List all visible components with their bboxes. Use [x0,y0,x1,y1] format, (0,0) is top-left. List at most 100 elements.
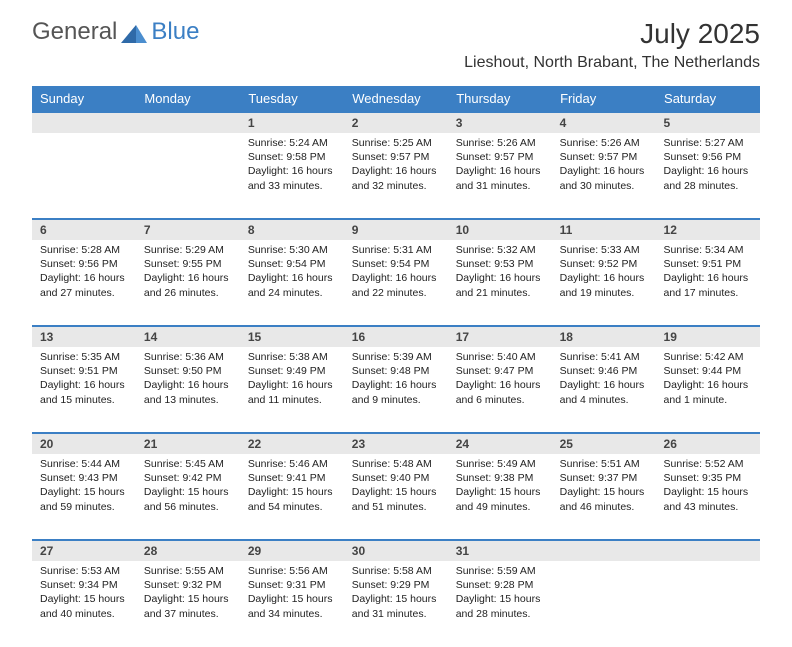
day-cell: Sunrise: 5:45 AMSunset: 9:42 PMDaylight:… [136,454,240,540]
sunrise-text: Sunrise: 5:46 AM [248,458,328,470]
day-number: 19 [656,326,760,347]
day-number: 17 [448,326,552,347]
day-cell: Sunrise: 5:35 AMSunset: 9:51 PMDaylight:… [32,347,136,433]
daylight-text: Daylight: 16 hours and 19 minutes. [560,272,645,298]
daylight-text: Daylight: 16 hours and 30 minutes. [560,165,645,191]
day-cell: Sunrise: 5:26 AMSunset: 9:57 PMDaylight:… [448,133,552,219]
sunrise-text: Sunrise: 5:24 AM [248,137,328,149]
sunrise-text: Sunrise: 5:35 AM [40,351,120,363]
daylight-text: Daylight: 16 hours and 32 minutes. [352,165,437,191]
sunrise-text: Sunrise: 5:51 AM [560,458,640,470]
day-number: 13 [32,326,136,347]
empty-day-number [656,540,760,561]
daynum-row: 13141516171819 [32,326,760,347]
daylight-text: Daylight: 15 hours and 37 minutes. [144,593,229,619]
sunrise-text: Sunrise: 5:59 AM [456,565,536,577]
day-cell: Sunrise: 5:24 AMSunset: 9:58 PMDaylight:… [240,133,344,219]
daynum-row: 6789101112 [32,219,760,240]
sunrise-text: Sunrise: 5:29 AM [144,244,224,256]
daylight-text: Daylight: 15 hours and 59 minutes. [40,486,125,512]
sunrise-text: Sunrise: 5:49 AM [456,458,536,470]
day-number: 14 [136,326,240,347]
day-cell: Sunrise: 5:39 AMSunset: 9:48 PMDaylight:… [344,347,448,433]
day-number: 6 [32,219,136,240]
empty-day-number [136,112,240,133]
day-number: 28 [136,540,240,561]
day-cell: Sunrise: 5:56 AMSunset: 9:31 PMDaylight:… [240,561,344,647]
daylight-text: Daylight: 16 hours and 15 minutes. [40,379,125,405]
day-cell: Sunrise: 5:34 AMSunset: 9:51 PMDaylight:… [656,240,760,326]
day-number: 16 [344,326,448,347]
day-number: 30 [344,540,448,561]
daynum-row: 12345 [32,112,760,133]
day-cell: Sunrise: 5:26 AMSunset: 9:57 PMDaylight:… [552,133,656,219]
daylight-text: Daylight: 16 hours and 1 minute. [664,379,749,405]
daynum-row: 20212223242526 [32,433,760,454]
logo-triangle-icon [121,21,147,43]
sunset-text: Sunset: 9:38 PM [456,472,534,484]
day-number: 23 [344,433,448,454]
day-cell: Sunrise: 5:44 AMSunset: 9:43 PMDaylight:… [32,454,136,540]
day-cell: Sunrise: 5:59 AMSunset: 9:28 PMDaylight:… [448,561,552,647]
sunset-text: Sunset: 9:54 PM [352,258,430,270]
daylight-text: Daylight: 16 hours and 6 minutes. [456,379,541,405]
daylight-text: Daylight: 15 hours and 31 minutes. [352,593,437,619]
sunset-text: Sunset: 9:34 PM [40,579,118,591]
sunrise-text: Sunrise: 5:28 AM [40,244,120,256]
daylight-text: Daylight: 16 hours and 28 minutes. [664,165,749,191]
sunset-text: Sunset: 9:41 PM [248,472,326,484]
sunset-text: Sunset: 9:49 PM [248,365,326,377]
day-number: 4 [552,112,656,133]
day-cell: Sunrise: 5:53 AMSunset: 9:34 PMDaylight:… [32,561,136,647]
sunset-text: Sunset: 9:44 PM [664,365,742,377]
day-cell: Sunrise: 5:36 AMSunset: 9:50 PMDaylight:… [136,347,240,433]
daylight-text: Daylight: 15 hours and 51 minutes. [352,486,437,512]
sunset-text: Sunset: 9:50 PM [144,365,222,377]
sunset-text: Sunset: 9:57 PM [456,151,534,163]
header: General Blue July 2025 Lieshout, North B… [0,0,792,78]
day-number: 12 [656,219,760,240]
daylight-text: Daylight: 15 hours and 49 minutes. [456,486,541,512]
sunrise-text: Sunrise: 5:26 AM [456,137,536,149]
day-number: 31 [448,540,552,561]
sunset-text: Sunset: 9:52 PM [560,258,638,270]
sunrise-text: Sunrise: 5:25 AM [352,137,432,149]
day-number: 11 [552,219,656,240]
day-cell: Sunrise: 5:28 AMSunset: 9:56 PMDaylight:… [32,240,136,326]
daylight-text: Daylight: 16 hours and 17 minutes. [664,272,749,298]
day-cell: Sunrise: 5:55 AMSunset: 9:32 PMDaylight:… [136,561,240,647]
day-number: 26 [656,433,760,454]
day-cell: Sunrise: 5:38 AMSunset: 9:49 PMDaylight:… [240,347,344,433]
sunset-text: Sunset: 9:28 PM [456,579,534,591]
sunrise-text: Sunrise: 5:45 AM [144,458,224,470]
header-monday: Monday [136,86,240,112]
day-cell: Sunrise: 5:46 AMSunset: 9:41 PMDaylight:… [240,454,344,540]
sunrise-text: Sunrise: 5:52 AM [664,458,744,470]
sunrise-text: Sunrise: 5:36 AM [144,351,224,363]
day-number: 5 [656,112,760,133]
calendar-table: Sunday Monday Tuesday Wednesday Thursday… [32,86,760,647]
daylight-text: Daylight: 15 hours and 43 minutes. [664,486,749,512]
day-number: 29 [240,540,344,561]
day-number: 7 [136,219,240,240]
day-cell: Sunrise: 5:30 AMSunset: 9:54 PMDaylight:… [240,240,344,326]
sunrise-text: Sunrise: 5:53 AM [40,565,120,577]
sunrise-text: Sunrise: 5:32 AM [456,244,536,256]
empty-day-number [32,112,136,133]
day-number: 8 [240,219,344,240]
daylight-text: Daylight: 16 hours and 21 minutes. [456,272,541,298]
day-cell: Sunrise: 5:32 AMSunset: 9:53 PMDaylight:… [448,240,552,326]
daylight-text: Daylight: 16 hours and 26 minutes. [144,272,229,298]
header-thursday: Thursday [448,86,552,112]
day-number: 9 [344,219,448,240]
header-tuesday: Tuesday [240,86,344,112]
daylight-text: Daylight: 15 hours and 46 minutes. [560,486,645,512]
day-cell: Sunrise: 5:58 AMSunset: 9:29 PMDaylight:… [344,561,448,647]
header-wednesday: Wednesday [344,86,448,112]
header-saturday: Saturday [656,86,760,112]
day-number: 24 [448,433,552,454]
sunset-text: Sunset: 9:37 PM [560,472,638,484]
sunset-text: Sunset: 9:56 PM [40,258,118,270]
sunrise-text: Sunrise: 5:44 AM [40,458,120,470]
day-cell: Sunrise: 5:27 AMSunset: 9:56 PMDaylight:… [656,133,760,219]
